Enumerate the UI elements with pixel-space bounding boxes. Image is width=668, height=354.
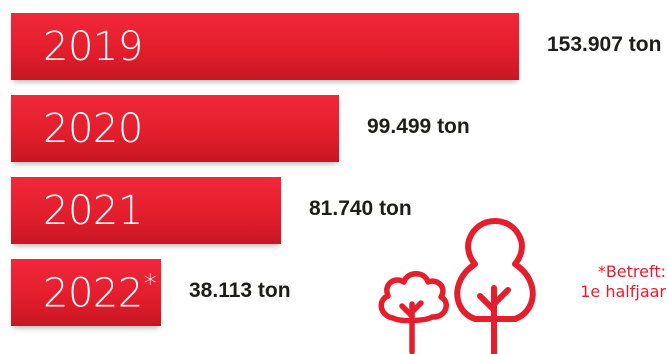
bar-2020: 2020 xyxy=(11,95,339,162)
bar-2021: 2021 xyxy=(11,177,281,244)
bar-value-label: 153.907 ton xyxy=(547,32,662,56)
bar-value-label: 81.740 ton xyxy=(309,196,412,220)
footnote-line-1: *Betreft: xyxy=(597,262,666,281)
bar-value-label: 38.113 ton xyxy=(189,278,291,302)
bar-category-label: 2019 xyxy=(43,23,143,70)
bar-category-label: 2022* xyxy=(43,269,157,316)
bar-2022: 2022* xyxy=(11,259,161,326)
large-tree-icon xyxy=(454,218,536,354)
small-tree-icon xyxy=(378,271,449,354)
bar-category-label: 2021 xyxy=(43,187,143,234)
footnote-line-2: 1e halfjaar xyxy=(580,282,666,301)
bar-value-label: 99.499 ton xyxy=(367,114,470,138)
footnote: *Betreft: 1e halfjaar xyxy=(570,262,666,302)
bar-2019: 2019 xyxy=(11,13,519,80)
bar-category-label: 2020 xyxy=(43,105,143,152)
